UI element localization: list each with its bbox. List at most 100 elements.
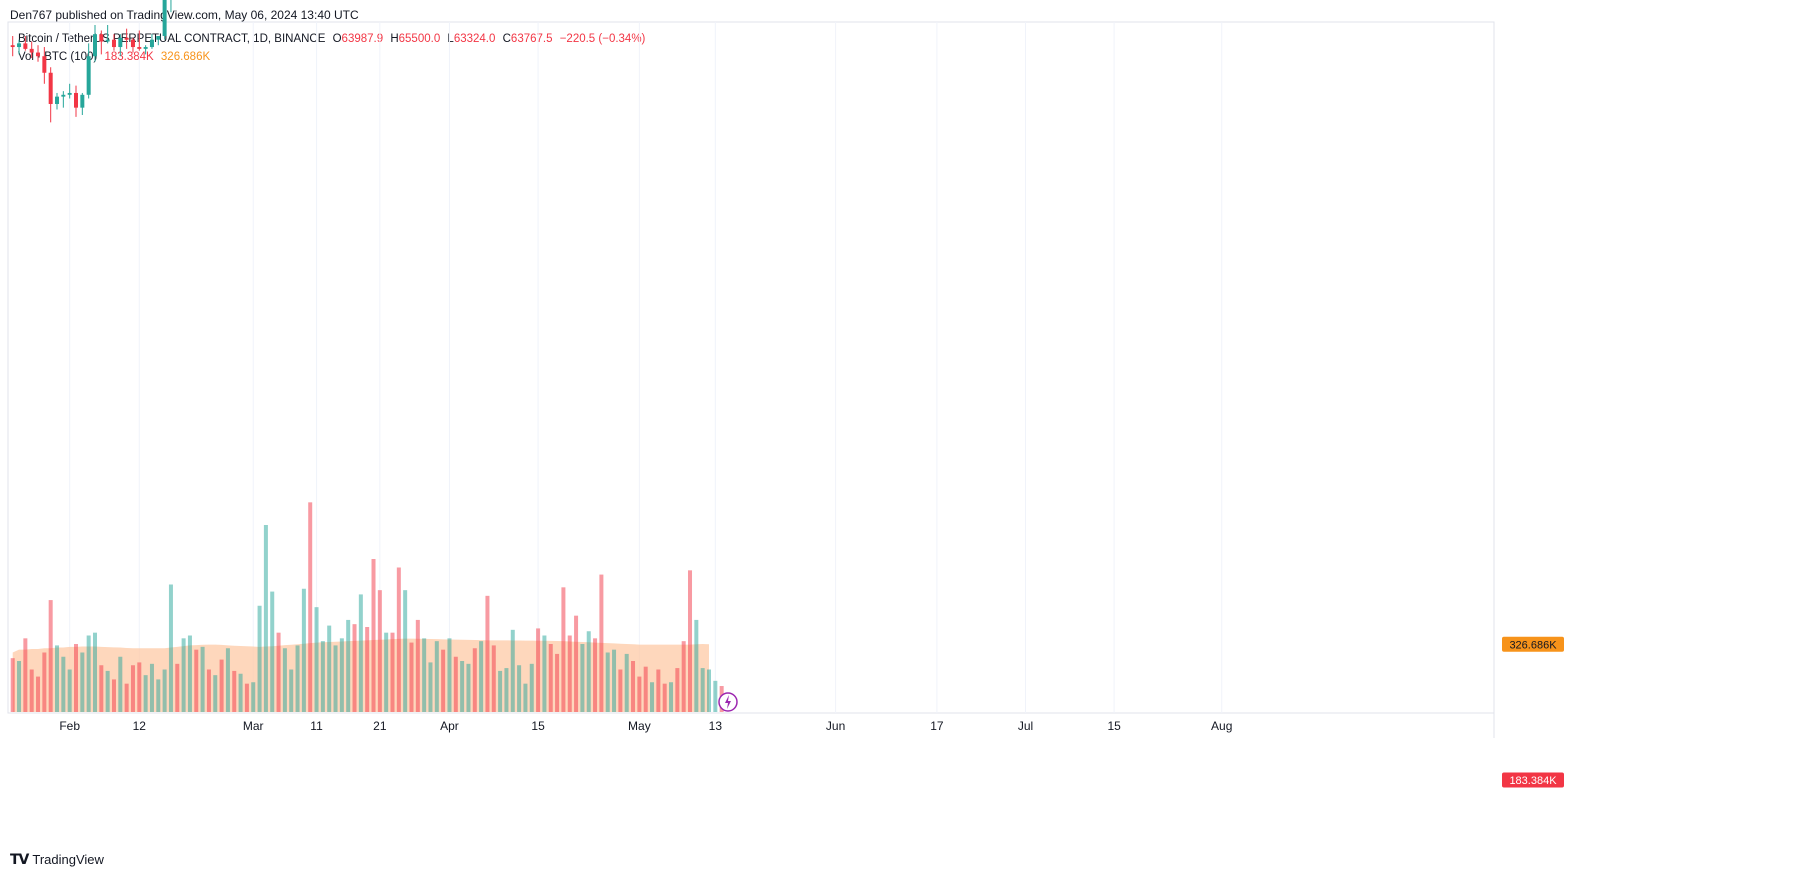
time-tick-label: Feb — [59, 719, 80, 733]
volume-bar — [55, 645, 60, 712]
volume-bar — [605, 652, 610, 712]
volume-bar — [10, 658, 15, 712]
volume-bar — [232, 670, 237, 712]
volume-bar — [156, 679, 161, 712]
open-value: 63987.9 — [341, 33, 384, 45]
candle-body — [156, 36, 161, 40]
volume-bar — [453, 656, 458, 712]
volume-bar — [643, 666, 648, 712]
time-axis: Feb 12 Mar 11 21 Apr 15 May 13 Jun 17 Jul 15 Aug — [59, 719, 1232, 733]
plot-frame — [7, 21, 1495, 714]
time-tick-label: 12 — [133, 719, 147, 733]
volume-bar — [168, 584, 173, 712]
time-tick-label: 15 — [1107, 719, 1121, 733]
volume-bar — [99, 665, 104, 712]
candle-body — [67, 92, 72, 95]
brand-name: TradingView — [32, 852, 104, 867]
lightning-bolt-icon — [724, 695, 731, 709]
volume-bar — [86, 635, 91, 712]
volume-bar — [561, 587, 566, 712]
volume-bar — [111, 679, 116, 712]
volume-bar — [308, 502, 313, 712]
volume-bar — [270, 591, 275, 712]
volume-bar — [510, 629, 515, 712]
candle-body — [92, 34, 97, 57]
volume-bar — [289, 669, 294, 712]
volume-bar — [301, 588, 306, 712]
time-tick-label: 21 — [373, 719, 387, 733]
volume-bar — [593, 638, 598, 712]
volume-bar — [175, 663, 180, 712]
high-value: 65500.0 — [398, 33, 441, 45]
candlestick-series — [10, 0, 738, 712]
volume-bar — [36, 676, 41, 712]
candle-body — [55, 96, 60, 104]
volume-bar — [92, 632, 97, 712]
volume-bar — [276, 632, 281, 712]
volume-bar — [599, 574, 604, 712]
time-tick-label: Apr — [440, 719, 459, 733]
volume-bar — [700, 668, 705, 712]
candle-body — [137, 47, 142, 49]
volume-bar — [688, 570, 693, 712]
volume-bar — [295, 645, 300, 712]
volume-bar — [118, 656, 123, 712]
volume-bar — [656, 669, 661, 712]
volume-bar — [346, 619, 351, 712]
change-value: −220.5 (−0.34%) — [559, 33, 646, 45]
high-label: H — [390, 33, 399, 45]
volume-bar — [149, 663, 154, 712]
candle-body — [36, 52, 41, 57]
volume-bar — [371, 559, 376, 712]
volume-bar — [694, 619, 699, 712]
volume-bar — [42, 652, 47, 712]
volume-bar — [124, 683, 129, 712]
candle-body — [74, 92, 78, 108]
time-tick-label: 13 — [709, 719, 723, 733]
volume-bar — [675, 668, 680, 712]
volume-bar — [403, 590, 408, 712]
volume-bar — [650, 682, 655, 712]
candle-body — [111, 39, 116, 48]
volume-bar — [618, 669, 623, 712]
volume-bar — [251, 682, 256, 712]
volume-bar — [555, 653, 560, 712]
volume-bar — [517, 665, 522, 712]
volume-histogram — [10, 502, 724, 712]
footer-brand: 𝗧𝗩 TradingView — [10, 851, 104, 868]
volume-bar — [498, 670, 503, 712]
volume-value: 183.384K — [104, 51, 154, 63]
volume-bar — [548, 644, 553, 712]
candle-body — [143, 47, 148, 49]
time-tick-label: Mar — [243, 719, 264, 733]
time-tick-label: May — [628, 719, 651, 733]
volume-bar — [536, 628, 541, 712]
volume-bar — [586, 631, 591, 712]
volume-bar — [485, 595, 490, 712]
volume-bar — [460, 661, 465, 712]
volume-bar — [143, 675, 148, 712]
volume-bar — [529, 663, 534, 712]
volume-bar — [17, 661, 22, 712]
time-tick-label: Aug — [1211, 719, 1232, 733]
candle-body — [23, 43, 28, 49]
volume-bar — [206, 669, 211, 712]
volume-bar — [409, 642, 414, 712]
volume-bar — [187, 635, 192, 712]
volume-bar — [441, 649, 446, 712]
candle-body — [42, 56, 47, 73]
volume-ma-label: 326.686K — [1509, 639, 1557, 651]
volume-bar — [713, 680, 718, 712]
volume-bar — [314, 607, 319, 712]
volume-bar — [238, 673, 243, 712]
candle-body — [48, 72, 53, 104]
volume-label: 183.384K — [1509, 775, 1557, 787]
close-label: C — [502, 33, 511, 45]
volume-bar — [574, 615, 579, 712]
candle-body — [149, 39, 154, 48]
volume-bar — [130, 665, 135, 712]
volume-bar — [542, 635, 547, 712]
volume-bar — [327, 625, 332, 712]
volume-bar — [624, 653, 629, 712]
